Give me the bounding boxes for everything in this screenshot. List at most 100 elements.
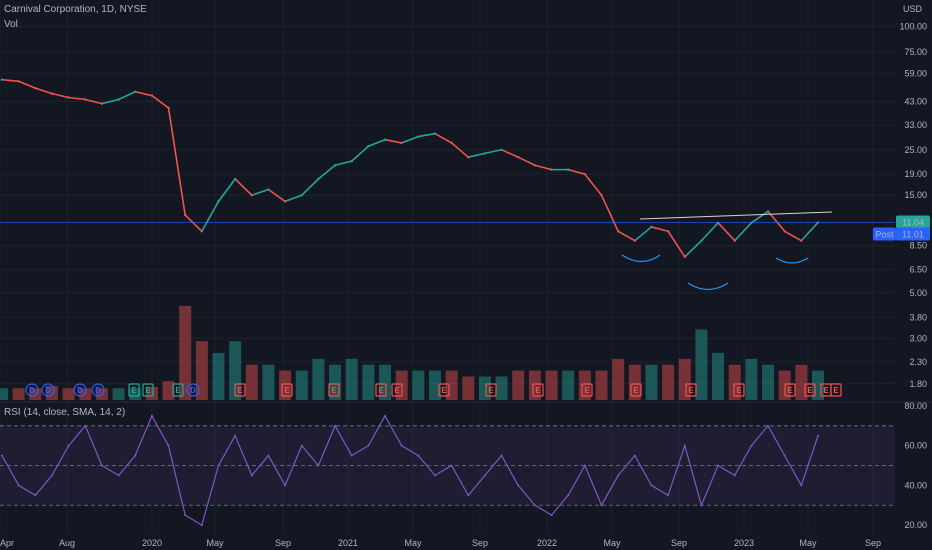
rsi-point	[483, 474, 486, 477]
volume-bar	[412, 370, 425, 400]
price-point	[700, 239, 703, 242]
badge-label: D	[77, 386, 83, 395]
rsi-point	[217, 464, 220, 467]
time-tick-label: May	[603, 538, 621, 548]
price-point	[450, 141, 453, 145]
volume-bar	[295, 370, 308, 400]
earnings-badge[interactable]: E	[630, 383, 642, 397]
price-point	[283, 200, 287, 203]
price-tick-label: 25.00	[904, 145, 927, 155]
price-tick-label: 75.00	[904, 47, 927, 57]
rsi-point	[134, 454, 137, 457]
price-segment	[468, 152, 486, 158]
price-tick-label: 2.30	[909, 357, 927, 367]
price-tick-label: 19.00	[904, 169, 927, 179]
price-point	[800, 239, 803, 242]
volume-bar	[612, 358, 625, 400]
price-tick-label: 3.00	[909, 333, 927, 343]
badge-label: E	[394, 386, 400, 395]
price-tick-label: 43.00	[904, 97, 927, 107]
badge-label: E	[175, 386, 181, 395]
price-segment	[434, 132, 453, 144]
rsi-point	[667, 494, 670, 497]
rsi-point	[67, 444, 70, 447]
price-segment	[484, 148, 502, 155]
earnings-badge[interactable]: E	[172, 383, 184, 397]
volume-label: Vol	[4, 19, 18, 30]
price-segment	[18, 80, 36, 89]
dividend-badge[interactable]: D	[73, 383, 87, 397]
volume-bar	[312, 358, 325, 400]
time-tick-label: May	[404, 538, 422, 548]
time-axis[interactable]: Apr Aug 2020 May Sep 2021 May Sep 2022 May Sep 2023…	[0, 538, 881, 548]
earnings-badge[interactable]: E	[234, 383, 246, 397]
head-arc	[687, 282, 729, 291]
dividend-badge[interactable]: D	[186, 383, 200, 397]
volume-bar	[79, 388, 92, 400]
price-segment	[151, 94, 170, 109]
badge-label: E	[688, 386, 694, 395]
earnings-badge[interactable]: E	[128, 383, 140, 397]
time-tick-label: Aug	[59, 538, 75, 548]
price-segment	[284, 194, 303, 203]
badge-label: E	[145, 386, 151, 395]
price-segment	[301, 178, 319, 196]
earnings-badge[interactable]: E	[581, 383, 593, 397]
price-tick-label: 1.80	[909, 379, 927, 389]
price-tick-label: 15.00	[904, 190, 927, 200]
price-point	[367, 145, 370, 148]
volume-bar	[362, 364, 375, 400]
earnings-badge[interactable]: E	[391, 383, 403, 397]
earnings-badge[interactable]: E	[142, 383, 154, 397]
volume-bar	[645, 364, 658, 400]
price-segment	[184, 214, 203, 232]
earnings-badge[interactable]: E	[485, 383, 497, 397]
earnings-badge[interactable]: E	[375, 383, 387, 397]
earnings-badge[interactable]: E	[830, 383, 842, 397]
earnings-badge[interactable]: E	[281, 383, 293, 397]
dividend-badge[interactable]: D	[25, 383, 39, 397]
price-point	[84, 98, 87, 101]
rsi-point	[100, 464, 103, 467]
price-segment	[684, 240, 702, 258]
price-axis[interactable]: 100.00 75.00 59.00 43.00 33.00 25.00 19.00 15.0…	[899, 21, 927, 530]
rsi-point	[300, 444, 303, 447]
price-series	[0, 78, 895, 259]
earnings-badge[interactable]: E	[784, 383, 796, 397]
price-segment	[384, 138, 402, 144]
right-shoulder-arc	[775, 257, 809, 264]
earnings-badge[interactable]: E	[685, 383, 697, 397]
badge-label: E	[807, 386, 813, 395]
rsi-point	[334, 424, 337, 427]
chart-title: Carnival Corporation, 1D, NYSE	[4, 4, 147, 15]
price-point	[100, 102, 104, 105]
price-point	[517, 155, 520, 159]
rsi-point	[34, 494, 37, 497]
price-point	[733, 239, 736, 242]
price-segment	[334, 160, 352, 167]
price-segment	[700, 222, 719, 242]
price-point	[633, 239, 637, 242]
price-segment	[567, 168, 586, 175]
price-segment	[368, 138, 386, 148]
badge-label: E	[378, 386, 384, 395]
earnings-badge[interactable]: E	[733, 383, 745, 397]
volume-bar	[262, 364, 275, 400]
badge-label: E	[736, 386, 742, 395]
rsi-point	[400, 444, 403, 447]
earnings-badge[interactable]: E	[328, 383, 340, 397]
dividend-badge[interactable]: D	[41, 383, 55, 397]
dividend-badge[interactable]: D	[91, 383, 105, 397]
earnings-badge[interactable]: E	[532, 383, 544, 397]
price-segment	[784, 230, 802, 242]
badge-label: D	[29, 386, 35, 395]
price-point	[650, 225, 653, 229]
rsi-tick-label: 20.00	[904, 520, 927, 530]
earnings-badge[interactable]: E	[438, 383, 450, 397]
rsi-point	[167, 444, 170, 447]
post-label: Post	[875, 229, 894, 239]
earnings-badge[interactable]: E	[804, 383, 816, 397]
